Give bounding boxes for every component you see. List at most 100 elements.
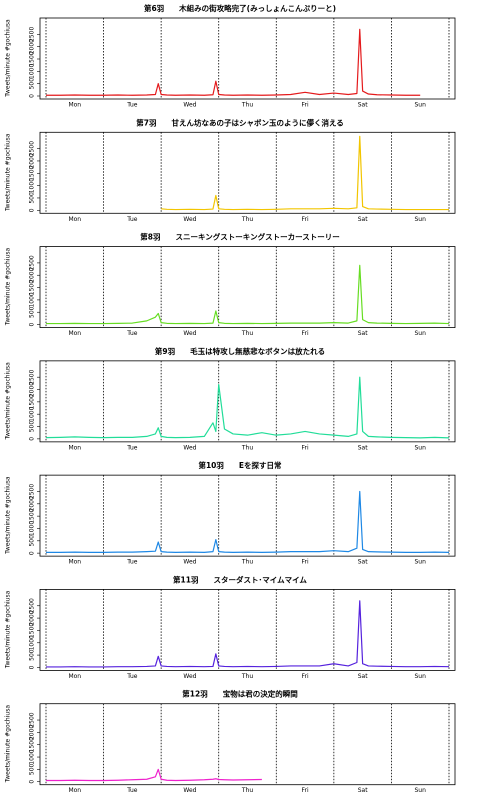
series-line	[45, 376, 450, 439]
x-tick-label: Mon	[68, 673, 81, 680]
x-tick-label: Wed	[183, 787, 196, 794]
y-tick-label: 0	[29, 551, 36, 555]
series-line	[46, 264, 450, 325]
y-tick-label: 1500	[29, 165, 36, 180]
plot-frame	[39, 246, 456, 328]
x-tick-label: Fri	[301, 559, 308, 566]
x-tick-label: Wed	[183, 330, 196, 337]
x-tick-label: Sun	[415, 787, 427, 794]
panel: 第12羽 宝物は君の決定的瞬間 Tweets/minute #gochiusa 0 5…	[5, 689, 456, 794]
y-tick-label: 2500	[29, 255, 36, 270]
x-tick-label: Sat	[358, 444, 368, 451]
y-tick-label: 2500	[29, 598, 36, 613]
panel: 第11羽 スターダスト･マイムマイム Tweets/minute #gochius…	[5, 574, 456, 680]
chart-title: 第12羽 宝物は君の決定的瞬間	[182, 689, 298, 699]
y-tick-label: 2000	[29, 496, 36, 511]
x-tick-label: Mon	[68, 330, 81, 337]
y-tick-label: 1000	[29, 521, 36, 536]
y-tick-label: 1000	[29, 292, 36, 307]
x-tick-label: Tue	[126, 559, 138, 566]
y-tick-label: 2500	[29, 712, 36, 727]
y-axis-label: Tweets/minute #gochiusa	[5, 705, 12, 784]
y-axis-label: Tweets/minute #gochiusa	[5, 476, 12, 555]
y-tick-label: 0	[29, 94, 36, 98]
x-tick-label: Sat	[358, 102, 368, 109]
x-tick-label: Fri	[301, 216, 308, 223]
y-tick-label: 2500	[29, 484, 36, 499]
y-tick-label: 1500	[29, 737, 36, 752]
x-tick-label: Sat	[358, 330, 368, 337]
y-tick-label: 500	[29, 306, 36, 318]
series-line	[46, 600, 450, 668]
x-tick-label: Tue	[126, 216, 138, 223]
y-axis-label: Tweets/minute #gochiusa	[5, 248, 12, 327]
plot-frame	[39, 360, 456, 443]
y-tick-label: 500	[29, 192, 36, 204]
x-tick-label: Mon	[68, 559, 81, 566]
x-tick-label: Wed	[183, 102, 196, 109]
y-tick-label: 500	[29, 649, 36, 661]
y-tick-label: 0	[29, 437, 36, 441]
y-tick-label: 1000	[29, 178, 36, 193]
y-tick-label: 2000	[29, 725, 36, 740]
x-tick-label: Sun	[415, 673, 427, 680]
x-tick-label: Mon	[68, 102, 81, 109]
series-line	[46, 28, 421, 96]
chart-title: 第7羽 甘えん坊なあの子はシャボン玉のように儚く消える	[136, 117, 344, 127]
x-tick-label: Sun	[415, 216, 427, 223]
x-tick-label: Thu	[241, 444, 253, 451]
y-tick-label: 2500	[29, 27, 36, 42]
x-tick-label: Fri	[301, 444, 308, 451]
x-tick-label: Fri	[301, 673, 308, 680]
y-tick-label: 0	[29, 322, 36, 326]
chart-title: 第10羽 Eを探す日常	[198, 460, 282, 470]
x-tick-label: Tue	[126, 330, 138, 337]
series-line	[46, 768, 262, 782]
y-tick-label: 500	[29, 763, 36, 775]
x-tick-label: Mon	[68, 444, 81, 451]
x-tick-label: Fri	[301, 102, 308, 109]
y-tick-label: 500	[29, 535, 36, 547]
y-tick-label: 1000	[29, 406, 36, 421]
x-tick-label: Fri	[301, 330, 308, 337]
chart-title: 第6羽 木組みの街攻略完了(みっしょんこんぷりーと)	[144, 3, 336, 13]
x-tick-label: Sun	[415, 444, 427, 451]
x-tick-label: Tue	[126, 444, 138, 451]
panel: 第6羽 木組みの街攻略完了(みっしょんこんぷりーと) Tweets/minute …	[5, 3, 456, 109]
x-tick-label: Thu	[241, 559, 253, 566]
plot-frame	[39, 703, 456, 786]
x-tick-label: Sat	[358, 787, 368, 794]
y-axis-label: Tweets/minute #gochiusa	[5, 133, 12, 212]
series-line	[161, 135, 449, 211]
y-tick-label: 1500	[29, 394, 36, 409]
series-line	[46, 490, 450, 553]
x-tick-label: Sun	[415, 559, 427, 566]
x-tick-label: Wed	[183, 216, 196, 223]
x-tick-label: Sat	[358, 559, 368, 566]
x-tick-label: Mon	[68, 216, 81, 223]
x-tick-label: Tue	[126, 673, 138, 680]
y-tick-label: 1500	[29, 51, 36, 66]
y-tick-label: 1500	[29, 623, 36, 638]
y-axis-label: Tweets/minute #gochiusa	[5, 19, 12, 98]
chart-title: 第11羽 スターダスト･マイムマイム	[173, 574, 307, 584]
y-tick-label: 2000	[29, 610, 36, 625]
x-tick-label: Tue	[126, 102, 138, 109]
x-tick-label: Thu	[241, 787, 253, 794]
panel: 第7羽 甘えん坊なあの子はシャボン玉のように儚く消える Tweets/minute…	[5, 117, 456, 223]
y-axis-label: Tweets/minute #gochiusa	[5, 590, 12, 669]
y-tick-label: 1000	[29, 635, 36, 650]
y-tick-label: 2000	[29, 267, 36, 282]
x-tick-label: Sat	[358, 216, 368, 223]
y-tick-label: 0	[29, 780, 36, 784]
y-tick-label: 0	[29, 208, 36, 212]
x-tick-label: Sun	[415, 330, 427, 337]
x-tick-label: Sat	[358, 673, 368, 680]
x-tick-label: Wed	[183, 673, 196, 680]
y-tick-label: 500	[29, 78, 36, 90]
y-axis-label: Tweets/minute #gochiusa	[5, 362, 12, 441]
y-tick-label: 2500	[29, 369, 36, 384]
x-tick-label: Thu	[241, 673, 253, 680]
plot-frame	[39, 474, 456, 557]
